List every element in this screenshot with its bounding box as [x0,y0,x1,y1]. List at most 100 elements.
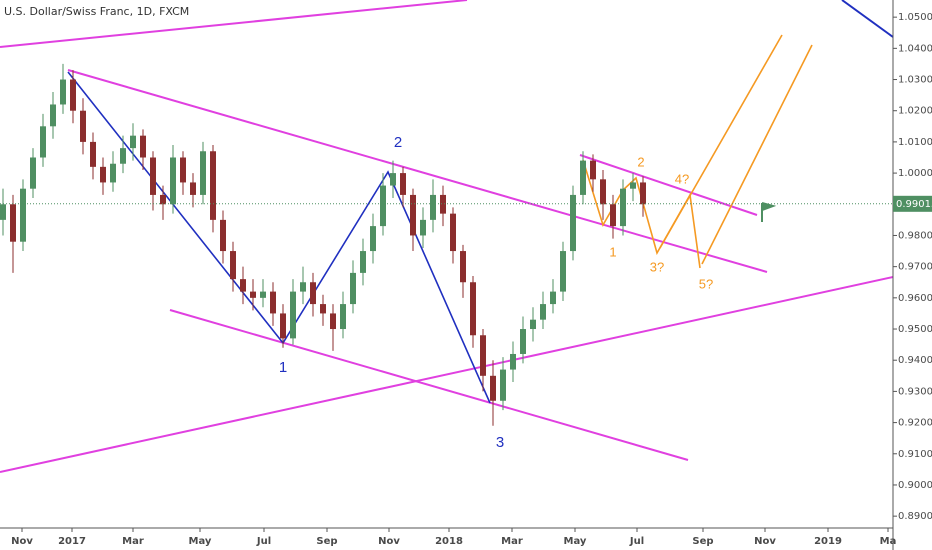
candle-body [30,157,36,189]
candle-body [560,251,566,292]
candle-body [0,204,6,220]
candle-body [240,279,246,292]
x-tick-label: Sep [316,536,337,547]
candle-body [180,157,186,183]
candle-body [410,194,416,236]
drawings [0,0,894,473]
trend-line [579,154,758,216]
projection-arrow [659,34,783,249]
candle-body [40,126,46,158]
candle-body [420,219,426,236]
candle-body [510,353,516,370]
wave-label: 5? [699,276,713,291]
candle-body [350,272,356,305]
flag-marker [761,202,777,222]
candle-body [90,141,96,167]
candle-body [100,166,106,183]
candle-body [250,291,256,298]
x-tick-label: Nov [378,536,400,547]
trend-line [841,0,894,38]
y-tick-label: 0.98000 [898,230,932,241]
candle-body [280,313,286,339]
candle-body [230,251,236,280]
candle-body [170,157,176,205]
candle-body [300,282,306,292]
candle-body [460,251,466,283]
x-tick-label: May [189,536,212,547]
candle-body [210,151,216,220]
candle-body [590,160,596,180]
candle-body [290,291,296,339]
candle-body [320,304,326,314]
wave-arrows [67,71,491,404]
wave-label: 1 [609,244,616,259]
candle-body [470,282,476,336]
candle-body [440,194,446,214]
x-tick-label: Nov [11,536,33,547]
candle-body [600,179,606,205]
x-tick-label: Mar [122,536,144,547]
candle-body [570,194,576,252]
trend-line [0,276,894,473]
x-tick-label: 2019 [814,536,842,547]
wave-label: 2 [637,154,644,169]
wave-label: 2 [394,134,402,151]
x-tick-label: Jul [629,536,644,547]
candle-body [390,173,396,186]
y-tick-label: 1.01000 [898,137,932,148]
candle-body [550,291,556,305]
candle-body [580,160,586,195]
y-tick-label: 1.04000 [898,43,932,54]
candle-body [10,204,16,242]
x-tick-label: 2017 [58,536,86,547]
candle-body [530,319,536,330]
y-tick-label: 1.05000 [898,12,932,23]
candle-body [160,194,166,205]
candle-body [380,185,386,227]
candle-body [520,329,526,354]
wave-label: 1 [279,359,287,376]
candle-body [480,335,486,376]
candle-body [70,79,76,111]
candle-body [450,213,456,252]
trend-line [0,0,468,48]
candle-body [610,204,616,227]
candle-body [620,188,626,227]
candle-body [500,369,506,401]
candle-body [400,173,406,195]
candle-body [340,304,346,330]
x-tick-label: Mar [501,536,523,547]
wave-label: 3? [650,259,664,274]
candle-body [370,226,376,252]
trend-line [169,309,689,461]
wave-label: 4? [675,171,689,186]
x-tick-label: Ma [880,536,897,547]
candle-body [310,282,316,305]
last-price-label: 0.99015 [896,199,932,210]
candle-body [640,182,646,205]
candle-body [60,79,66,105]
y-tick-label: 1.00000 [898,168,932,179]
y-tick-label: 1.02000 [898,106,932,117]
candle-body [220,219,226,252]
candle-body [190,182,196,195]
trend-line [67,69,768,273]
candle-body [630,182,636,189]
candle-body [490,375,496,401]
x-tick-label: Sep [692,536,713,547]
candle-body [360,251,366,273]
x-tick-label: Nov [754,536,776,547]
candle-body [540,304,546,320]
candle-body [150,157,156,195]
candle-body [200,151,206,195]
x-tick-label: May [564,536,587,547]
chart-title: U.S. Dollar/Swiss Franc, 1D, FXCM [4,5,189,18]
